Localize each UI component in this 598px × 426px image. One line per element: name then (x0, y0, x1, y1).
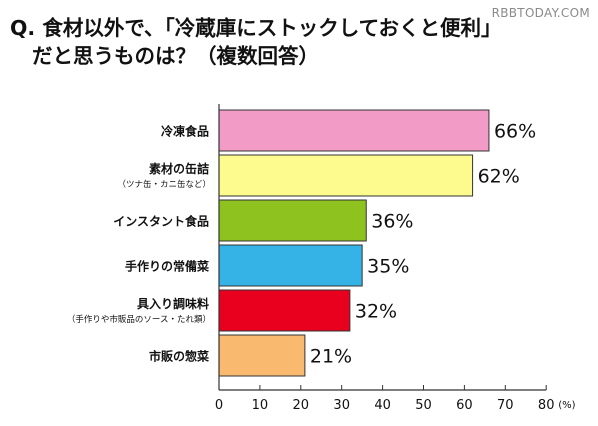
question-line-2: だと思うものは？（複数回答） (32, 44, 319, 68)
bar-6 (218, 334, 306, 377)
value-label-1: 66% (494, 121, 536, 143)
question-line-1: Q. 食材以外で、「冷蔵庫にストックしておくと便利」 (10, 16, 502, 40)
x-tick-label-20: 20 (293, 398, 310, 413)
watermark: RBBTODAY.COM (491, 6, 590, 20)
category-label-6: 市販の惣菜 (149, 349, 209, 364)
x-tick-label-70: 70 (497, 398, 514, 413)
bar-2 (218, 154, 474, 197)
category-label-4: 手作りの常備菜 (125, 259, 209, 274)
bar-4 (218, 244, 363, 287)
value-label-4: 35% (367, 256, 409, 278)
category-label-3: インスタント食品 (113, 214, 209, 229)
value-label-6: 21% (310, 346, 352, 368)
value-label-2: 62% (478, 166, 520, 188)
x-unit-label: (%) (558, 400, 575, 411)
category-label-1: 冷凍食品 (161, 124, 209, 139)
question-title: Q. 食材以外で、「冷蔵庫にストックしておくと便利」 だと思うものは？（複数回答… (10, 14, 570, 70)
x-tick-label-30: 30 (333, 398, 350, 413)
category-label-5: 具入り調味料 (137, 296, 209, 311)
bar-1 (218, 109, 490, 152)
value-label-3: 36% (371, 211, 413, 233)
value-label-5: 32% (355, 301, 397, 323)
category-sublabel-5: （手作りや市販品のソース・たれ類） (67, 314, 211, 325)
x-tick-label-50: 50 (415, 398, 432, 413)
x-tick-label-80: 80 (538, 398, 555, 413)
bar-5 (218, 289, 351, 332)
x-tick-label-40: 40 (374, 398, 391, 413)
bar-3 (218, 199, 367, 242)
x-tick-label-60: 60 (456, 398, 473, 413)
category-sublabel-2: （ツナ缶・カニ缶など） (117, 179, 211, 190)
category-label-2: 素材の缶詰 (149, 161, 209, 176)
x-tick-label-0: 0 (215, 398, 223, 413)
x-tick-label-10: 10 (252, 398, 269, 413)
